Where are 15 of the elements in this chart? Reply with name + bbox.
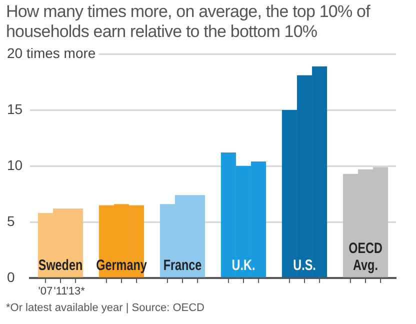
y-tick-label: 20 times more <box>7 44 96 61</box>
series-label: '11 <box>54 286 68 298</box>
y-tick-label: 0 <box>7 268 15 285</box>
chart-title: How many times more, on average, the top 10% of households earn relative to the bottom 10% <box>6 2 372 42</box>
text: *Or latest available year | Source: OECD <box>6 302 204 314</box>
y-tick-label: 5 <box>7 212 15 229</box>
series-label: '07 <box>38 286 53 298</box>
x-tick-label: OECD Avg. <box>348 240 383 274</box>
x-tick-label: France <box>163 256 202 274</box>
x-tick-label: U.K. <box>232 256 256 274</box>
y-tick-label: 15 <box>7 100 23 117</box>
y-tick-label: 10 <box>7 156 23 173</box>
x-tick-label: Sweden <box>38 256 83 274</box>
series-label: '13* <box>66 286 86 298</box>
x-tick-label: U.S. <box>293 256 316 274</box>
